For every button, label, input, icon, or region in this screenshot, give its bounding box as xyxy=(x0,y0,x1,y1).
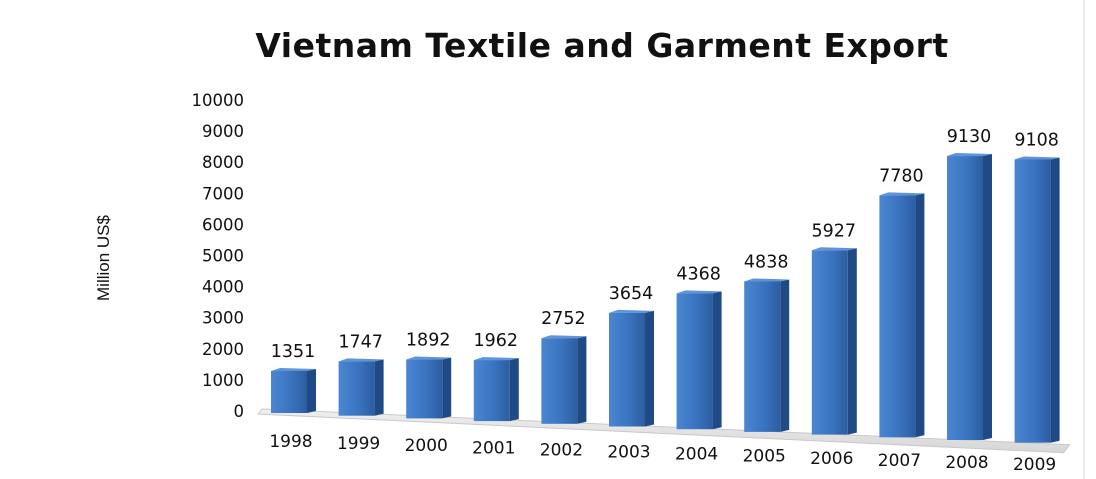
bar xyxy=(947,156,983,440)
x-tick-label: 2000 xyxy=(405,436,448,456)
x-tick-label: 2007 xyxy=(878,451,921,471)
y-tick-label: 5000 xyxy=(202,247,244,266)
y-tick-label: 7000 xyxy=(202,184,244,203)
bar-side xyxy=(307,368,316,413)
page-edge-divider xyxy=(1083,0,1085,479)
bar-top xyxy=(879,192,925,196)
data-label: 1747 xyxy=(338,332,383,352)
x-tick-label: 2003 xyxy=(607,443,650,463)
bar-side xyxy=(442,357,452,419)
data-label: 4368 xyxy=(676,264,721,284)
data-label: 4838 xyxy=(744,252,789,272)
bar-side xyxy=(847,248,857,435)
bar-top xyxy=(744,278,790,282)
y-tick-label: 6000 xyxy=(202,215,244,234)
x-tick-label: 2009 xyxy=(1013,455,1056,475)
bar xyxy=(1014,159,1051,443)
x-tick-label: 2004 xyxy=(675,445,718,465)
bar xyxy=(406,359,443,419)
bar-side xyxy=(509,358,519,422)
bar-top xyxy=(271,367,316,371)
x-tick-label: 2002 xyxy=(540,440,583,460)
data-label: 3654 xyxy=(609,284,654,304)
x-tick-label: 2008 xyxy=(945,453,988,473)
x-tick-label: 2001 xyxy=(472,438,515,458)
bar-top xyxy=(947,153,992,157)
data-label: 5927 xyxy=(812,221,857,241)
bar-side xyxy=(780,279,790,432)
bar xyxy=(609,312,645,427)
bar xyxy=(879,195,916,438)
bar-side xyxy=(374,359,384,416)
bar-top xyxy=(541,335,587,339)
bar-side xyxy=(712,291,722,430)
chart-title: Vietnam Textile and Garment Export xyxy=(255,26,949,65)
chart-floor xyxy=(256,408,1071,454)
bar xyxy=(271,370,307,413)
x-tick-label: 1999 xyxy=(337,434,380,454)
x-tick-label: 2006 xyxy=(810,449,853,469)
x-tick-label: 2005 xyxy=(743,447,786,467)
y-tick-label: 8000 xyxy=(202,153,244,172)
data-label: 1351 xyxy=(271,342,316,362)
y-tick-label: 0 xyxy=(234,402,245,421)
y-tick-label: 9000 xyxy=(202,122,244,141)
bar-side xyxy=(915,193,925,438)
bar-side xyxy=(1050,157,1060,443)
data-label: 9108 xyxy=(1014,130,1059,150)
x-tick-label: 1998 xyxy=(269,432,312,452)
bar-top xyxy=(338,358,384,362)
data-label: 7780 xyxy=(879,166,924,186)
bar xyxy=(473,360,510,422)
data-label: 1962 xyxy=(474,331,519,351)
bar-side xyxy=(577,336,587,424)
data-label: 1892 xyxy=(406,331,451,351)
data-label: 2752 xyxy=(541,309,586,329)
y-tick-label: 1000 xyxy=(202,371,244,390)
bar-top xyxy=(473,357,519,361)
bar xyxy=(676,293,713,430)
y-tick-label: 2000 xyxy=(202,340,244,359)
bar xyxy=(338,361,375,416)
bar-top xyxy=(1014,156,1060,160)
bar xyxy=(744,281,781,432)
y-tick-label: 3000 xyxy=(202,309,244,328)
bar-top xyxy=(811,247,857,251)
bar-side xyxy=(983,154,992,440)
data-label: 9130 xyxy=(947,127,992,147)
y-tick-label: 10000 xyxy=(192,91,245,110)
bar-top xyxy=(609,309,654,313)
bar xyxy=(811,250,848,435)
bar-side xyxy=(645,310,654,427)
bar-top xyxy=(406,356,452,360)
y-tick-label: 4000 xyxy=(202,278,244,297)
bar xyxy=(541,338,578,424)
bar-top xyxy=(676,290,722,294)
